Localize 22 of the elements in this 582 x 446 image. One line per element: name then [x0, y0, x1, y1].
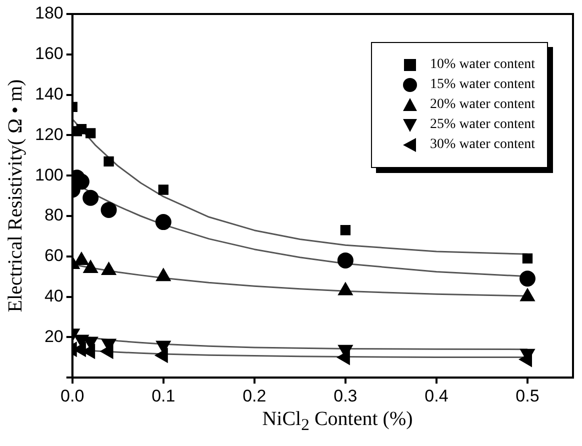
x-axis-title: NiCl$_{2}$ Content (%): [261, 408, 414, 435]
legend-label: 25% water content: [430, 117, 535, 133]
y-tick-label: 160: [34, 44, 64, 64]
x-tick-label: 0.1: [152, 386, 176, 406]
y-axis-title: Electrical Resistivity( Ω • m): [4, 79, 26, 312]
y-tick-label: 140: [34, 84, 64, 104]
legend-label: 30% water content: [430, 137, 535, 153]
y-tick-label: 100: [34, 165, 64, 184]
x-tick-label: 0.2: [242, 386, 266, 406]
x-tick-label: 0.4: [424, 386, 448, 406]
legend-label: 10% water content: [430, 57, 535, 73]
legend-label: 15% water content: [430, 77, 535, 93]
x-tick-label: 0.3: [334, 386, 358, 406]
y-tick-label: 180: [34, 4, 64, 23]
x-tick-label: 0.0: [60, 386, 84, 406]
legend-label: 20% water content: [430, 97, 535, 113]
y-tick-label: 80: [44, 206, 64, 225]
y-tick-label: 20: [44, 326, 64, 346]
y-tick-label: 40: [44, 286, 64, 306]
x-tick-label: 0.5: [516, 386, 540, 406]
y-tick-label: 120: [34, 124, 64, 144]
y-tick-label: 60: [44, 246, 64, 266]
